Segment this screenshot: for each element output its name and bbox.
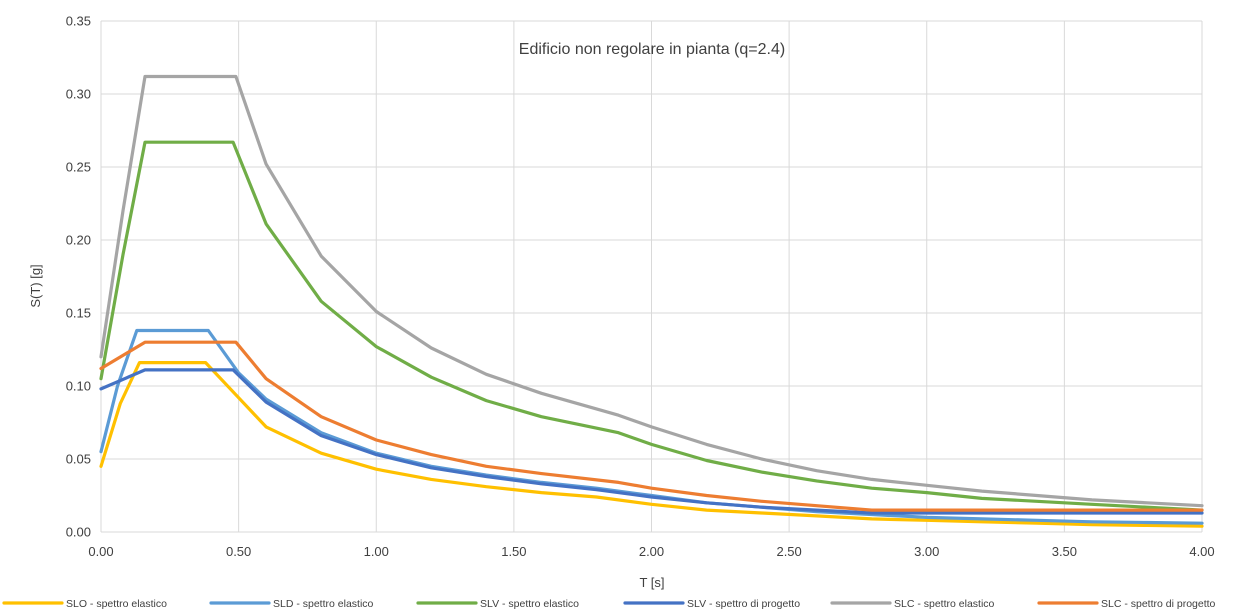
legend-label: SLO - spettro elastico bbox=[66, 598, 167, 610]
grid-layer bbox=[100, 20, 1203, 533]
x-tick-label: 2.50 bbox=[776, 544, 801, 559]
y-tick-label: 0.25 bbox=[66, 160, 91, 175]
x-axis-ticks: 0.00 0.50 1.00 1.50 2.00 2.50 3.00 3.50 4.00 bbox=[88, 544, 1214, 559]
x-tick-label: 4.00 bbox=[1189, 544, 1214, 559]
x-tick-label: 0.00 bbox=[88, 544, 113, 559]
y-axis-title: S(T) [g] bbox=[28, 264, 43, 307]
x-tick-label: 1.00 bbox=[364, 544, 389, 559]
y-tick-label: 0.00 bbox=[66, 525, 91, 540]
legend-label: SLV - spettro elastico bbox=[480, 598, 579, 610]
series-line-slv-spettro-di-progetto bbox=[99, 368, 1204, 515]
series-line-slc-spettro-di-progetto bbox=[99, 340, 1204, 512]
x-tick-label: 0.50 bbox=[226, 544, 251, 559]
y-tick-label: 0.20 bbox=[66, 233, 91, 248]
legend-label: SLC - spettro elastico bbox=[894, 598, 995, 610]
series-line-slv-spettro-elastico bbox=[99, 140, 1204, 512]
y-tick-label: 0.35 bbox=[66, 14, 91, 29]
x-tick-label: 2.00 bbox=[639, 544, 664, 559]
y-tick-label: 0.10 bbox=[66, 379, 91, 394]
x-axis-title: T [s] bbox=[639, 575, 664, 590]
y-axis-ticks: 0.00 0.05 0.10 0.15 0.20 0.25 0.30 0.35 bbox=[66, 14, 91, 540]
series-layer bbox=[99, 74, 1204, 528]
y-tick-label: 0.30 bbox=[66, 87, 91, 102]
y-tick-label: 0.15 bbox=[66, 306, 91, 321]
x-tick-label: 1.50 bbox=[501, 544, 526, 559]
legend-label: SLD - spettro elastico bbox=[273, 598, 374, 610]
y-tick-label: 0.05 bbox=[66, 452, 91, 467]
legend-label: SLV - spettro di progetto bbox=[687, 598, 800, 610]
legend-label: SLC - spettro di progetto bbox=[1101, 598, 1216, 610]
legend: SLO - spettro elastico SLD - spettro elas… bbox=[2, 598, 1216, 610]
chart-title: Edificio non regolare in pianta (q=2.4) bbox=[519, 41, 785, 58]
series-line-slc-spettro-elastico bbox=[99, 74, 1204, 508]
x-tick-label: 3.00 bbox=[914, 544, 939, 559]
series-line-slo-spettro-elastico bbox=[99, 361, 1204, 528]
x-tick-label: 3.50 bbox=[1052, 544, 1077, 559]
